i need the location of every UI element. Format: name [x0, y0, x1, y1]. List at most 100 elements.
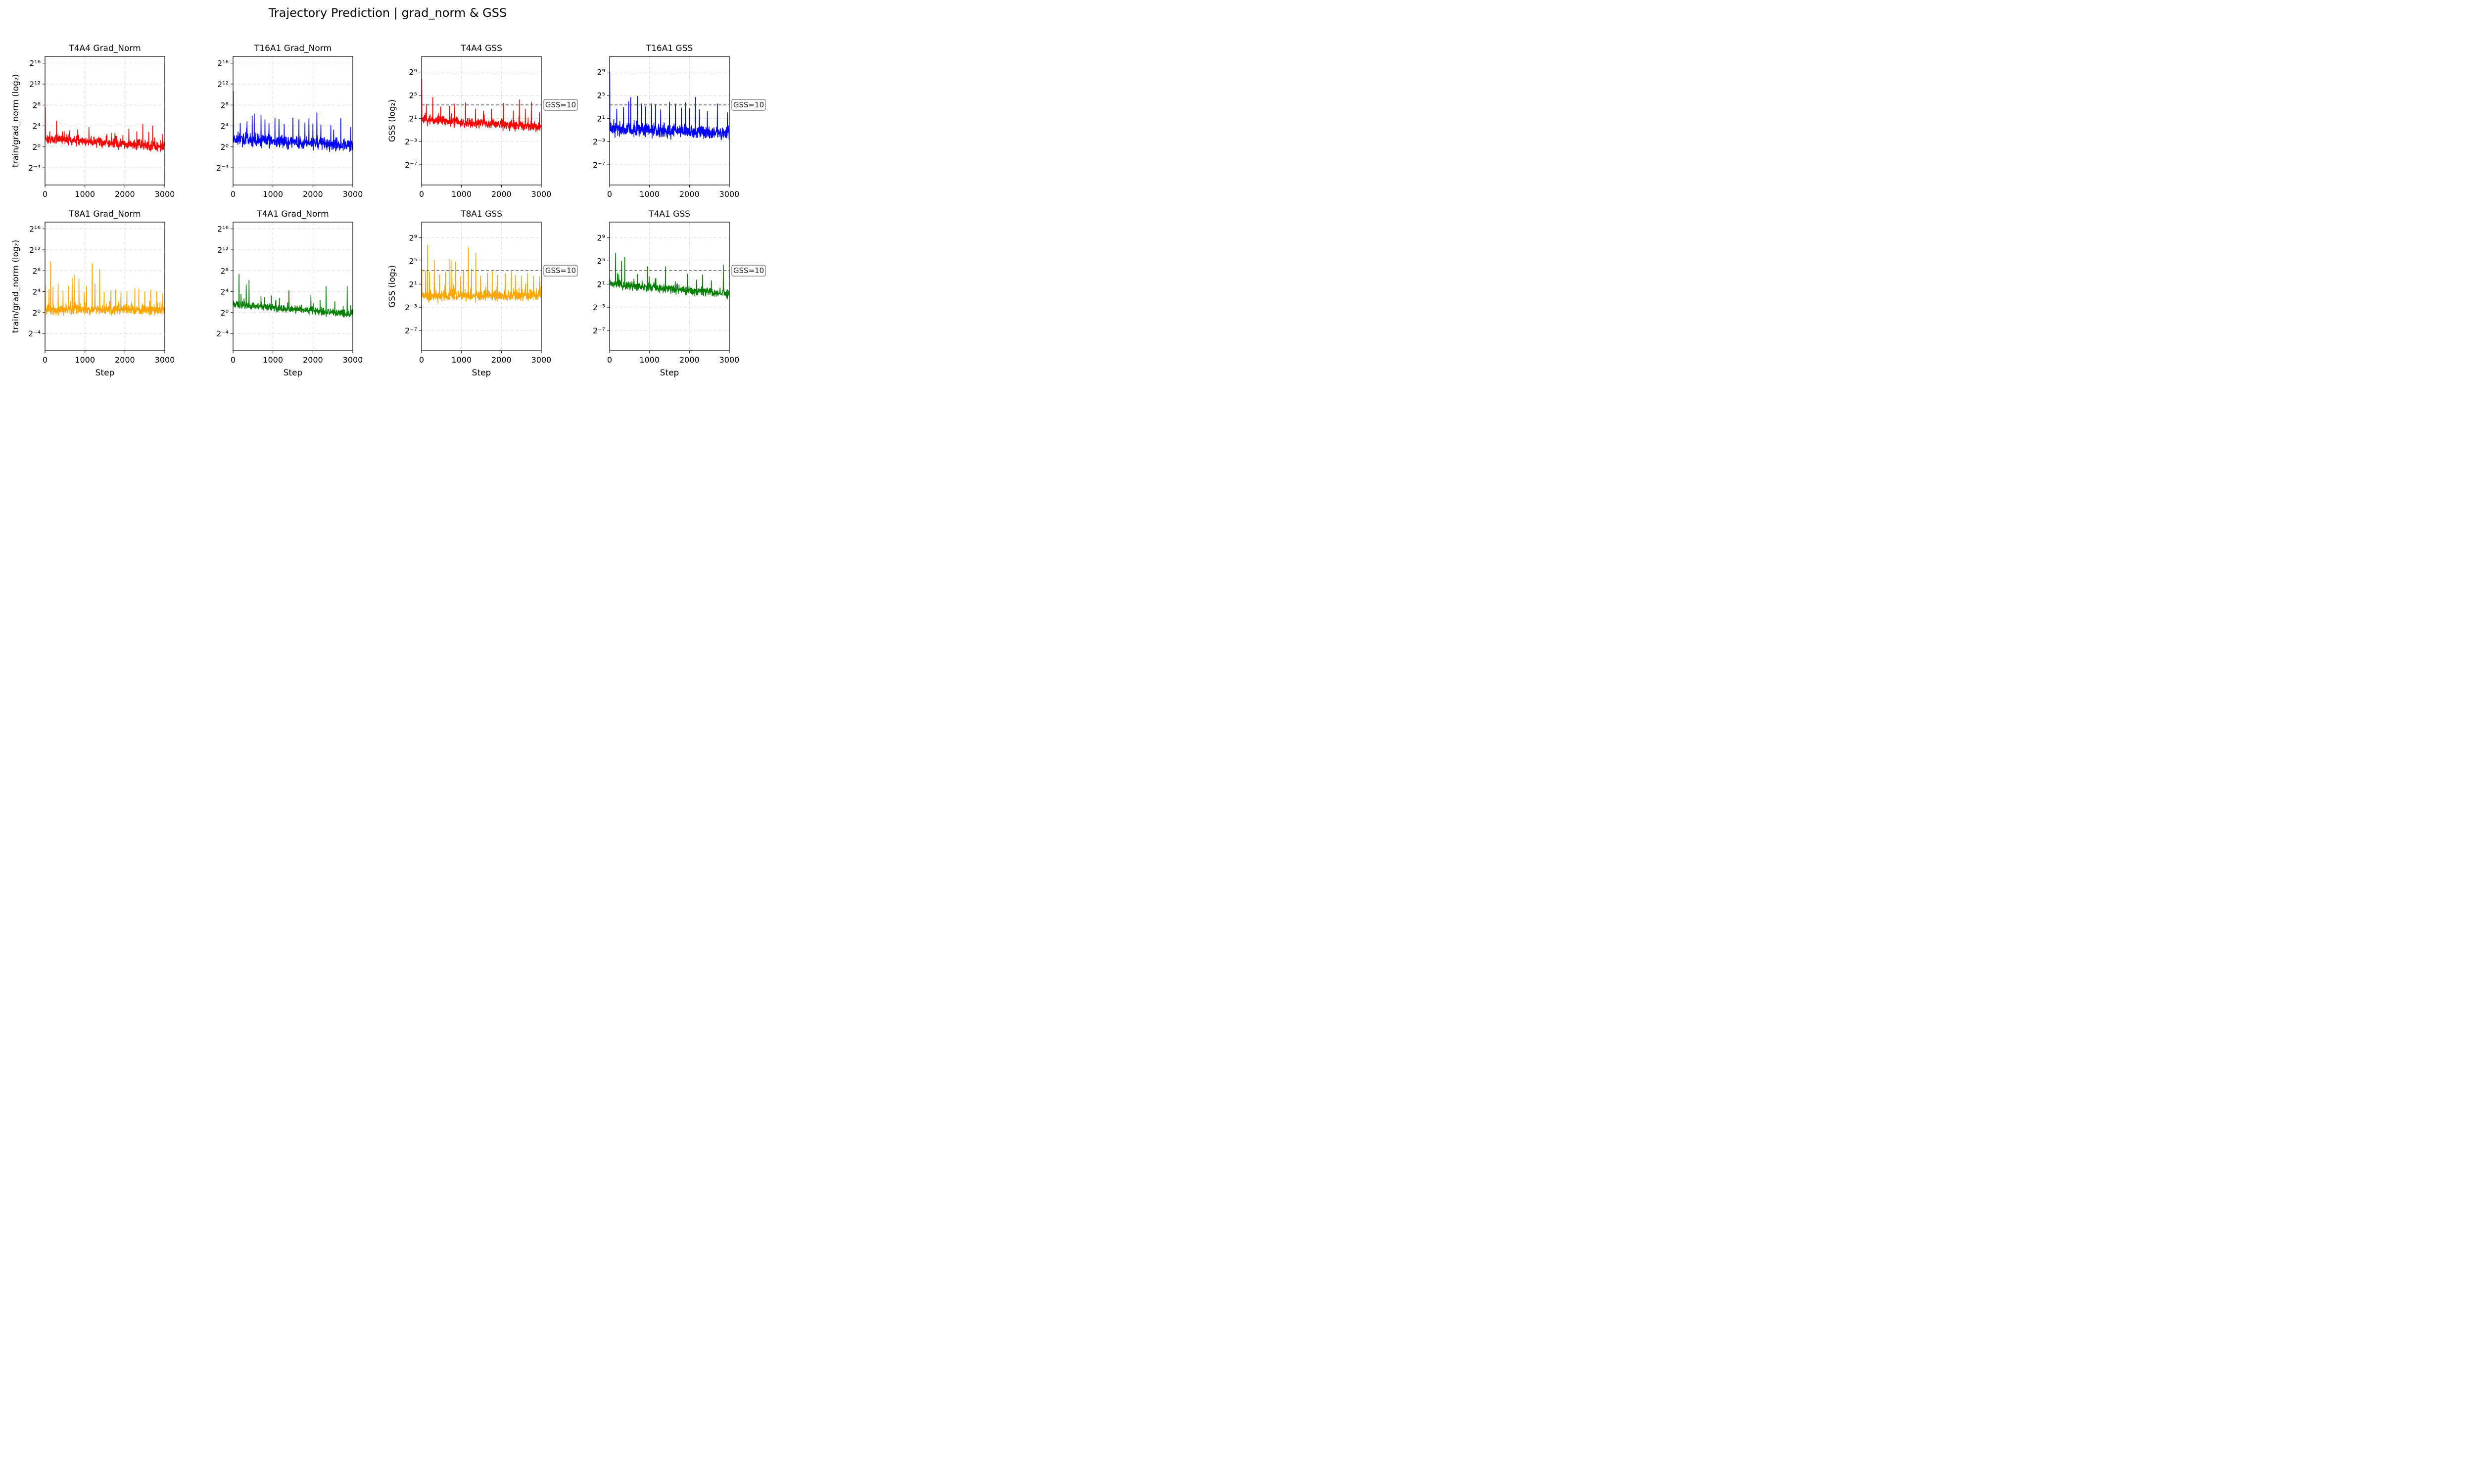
panel-t8a1-grad-norm: 0 1000 2000 3000 2⁻⁴ 2⁰ 2⁴ 2⁸ 2¹² 2¹⁶ T8A1 Grad_No… [11, 209, 175, 378]
y-tick-label: 2⁻⁴ [28, 329, 41, 338]
y-tick-label: 2⁰ [220, 308, 229, 318]
y-tick-label: 2⁻⁴ [28, 163, 41, 173]
panel-title: T16A1 Grad_Norm [254, 44, 332, 53]
y-tick-label: 2¹ [409, 279, 417, 289]
x-tick-label: 0 [419, 355, 424, 365]
plot-area [233, 91, 353, 152]
y-axis-label: GSS (log₂) [387, 265, 397, 308]
x-tick-label: 3000 [155, 189, 175, 199]
x-tick-label: 3000 [531, 189, 552, 199]
y-tick-label: 2⁻⁷ [593, 326, 605, 335]
y-tick-label: 2⁸ [32, 100, 41, 110]
axes-frame [609, 222, 730, 351]
y-tick-label: 2⁻⁴ [216, 329, 229, 338]
panel-title: T4A1 Grad_Norm [256, 209, 329, 219]
plot-area [45, 106, 165, 152]
x-tick-label: 2000 [115, 189, 135, 199]
x-tick-label: 0 [231, 355, 236, 365]
y-tick-label: 2⁸ [220, 100, 229, 110]
x-tick-label: 2000 [115, 355, 135, 365]
x-tick-label: 0 [231, 189, 236, 199]
x-tick-label: 3000 [155, 355, 175, 365]
series-line-t8a1 [45, 261, 165, 316]
axes-frame [45, 222, 165, 351]
x-tick-label: 0 [607, 189, 612, 199]
y-tick-label: 2⁻³ [593, 137, 605, 146]
x-tick-label: 1000 [263, 189, 283, 199]
series-line-t4a1 [233, 274, 353, 318]
y-tick-label: 2⁻⁷ [405, 160, 417, 170]
x-tick-label: 2000 [303, 189, 323, 199]
plot-area [610, 253, 729, 300]
x-tick-label: 3000 [531, 355, 552, 365]
y-tick-label: 2⁴ [220, 122, 229, 131]
y-tick-label: 2⁴ [220, 287, 229, 297]
panel-t4a4-grad-norm: 0 1000 2000 3000 2⁻⁴ 2⁰ 2⁴ 2⁸ 2¹² 2¹⁶ T4A4 Grad_No… [11, 44, 175, 199]
y-tick-label: 2¹⁶ [29, 59, 41, 68]
reference-label-box [731, 99, 766, 111]
y-tick-label: 2⁹ [409, 68, 417, 77]
x-tick-label: 1000 [639, 189, 660, 199]
series-line-t16a1 [610, 71, 729, 140]
x-tick-label: 1000 [75, 355, 95, 365]
axes-frame [233, 56, 353, 186]
axes-frame [233, 222, 353, 351]
y-tick-label: 2⁰ [220, 142, 229, 152]
figure: Trajectory Prediction | grad_norm & GSS … [0, 0, 775, 388]
panel-title: T4A4 GSS [460, 44, 502, 53]
x-tick-label: 2000 [303, 355, 323, 365]
series-line-t4a4 [422, 78, 541, 133]
x-tick-label: 2000 [679, 355, 700, 365]
panel-t8a1-gss: GSS=10 0 1000 2000 3000 2⁻⁷ 2⁻³ 2¹ 2⁵ 2⁹ T8A1 GSS G… [387, 209, 578, 378]
y-tick-label: 2¹ [597, 279, 605, 289]
y-tick-label: 2¹² [217, 245, 229, 255]
reference-label-box [543, 99, 578, 111]
plot-area [422, 78, 541, 133]
plot-area [422, 244, 541, 304]
y-tick-label: 2⁻⁷ [593, 160, 605, 170]
x-tick-label: 3000 [719, 355, 740, 365]
y-tick-label: 2⁻³ [405, 137, 417, 146]
x-tick-label: 1000 [451, 355, 472, 365]
x-axis-label: Step [660, 368, 679, 378]
panel-t16a1-gss: GSS=10 0 1000 2000 3000 2⁻⁷ 2⁻³ 2¹ 2⁵ 2⁹ T16A1 GSS [593, 44, 766, 199]
y-tick-label: 2⁻⁴ [216, 163, 229, 173]
y-tick-label: 2¹ [409, 114, 417, 123]
x-tick-label: 3000 [343, 355, 363, 365]
plot-area [45, 261, 165, 316]
x-tick-label: 1000 [639, 355, 660, 365]
y-tick-label: 2¹⁶ [217, 59, 229, 68]
x-tick-label: 0 [43, 189, 48, 199]
y-tick-label: 2⁻³ [593, 303, 605, 312]
y-tick-label: 2⁵ [597, 256, 605, 266]
panel-title: T4A1 GSS [648, 209, 690, 219]
x-tick-label: 1000 [75, 189, 95, 199]
reference-label: GSS=10 [733, 100, 764, 109]
y-axis-label: train/grad_norm (log₂) [11, 74, 21, 168]
reference-label: GSS=10 [545, 266, 576, 275]
y-tick-label: 2⁵ [597, 91, 605, 100]
x-axis-label: Step [472, 368, 491, 378]
panel-title: T8A1 GSS [460, 209, 502, 219]
y-tick-label: 2⁰ [32, 308, 41, 318]
x-tick-label: 0 [607, 355, 612, 365]
figure-title: Trajectory Prediction | grad_norm & GSS [268, 6, 507, 20]
panel-title: T4A4 Grad_Norm [68, 44, 141, 53]
reference-label-box [731, 265, 766, 277]
x-tick-label: 2000 [491, 189, 512, 199]
plot-area [233, 274, 353, 318]
x-tick-label: 3000 [343, 189, 363, 199]
axes-frame [421, 56, 542, 186]
series-line-t4a4 [45, 106, 165, 152]
y-tick-label: 2¹² [29, 245, 41, 255]
panel-t4a1-gss: GSS=10 0 1000 2000 3000 2⁻⁷ 2⁻³ 2¹ 2⁵ 2⁹ T4A1 GSS S… [593, 209, 766, 378]
x-tick-label: 3000 [719, 189, 740, 199]
x-tick-label: 0 [419, 189, 424, 199]
y-tick-label: 2¹⁶ [217, 225, 229, 234]
y-tick-label: 2¹ [597, 114, 605, 123]
y-tick-label: 2¹² [29, 80, 41, 89]
x-tick-label: 1000 [451, 189, 472, 199]
series-line-t16a1 [233, 91, 353, 152]
x-tick-label: 2000 [679, 189, 700, 199]
reference-label: GSS=10 [733, 266, 764, 275]
